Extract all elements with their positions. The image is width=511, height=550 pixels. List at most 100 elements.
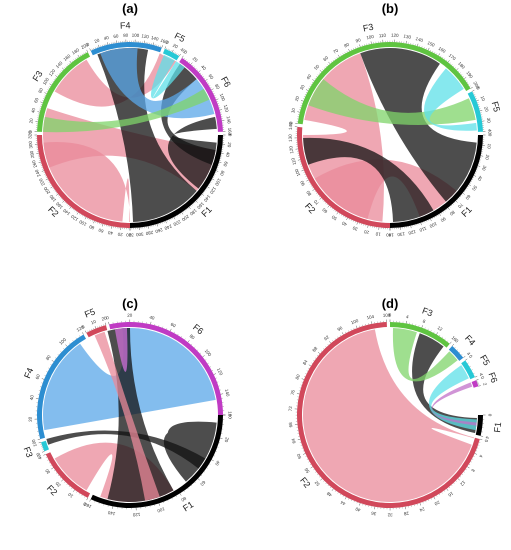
minor-tick — [470, 461, 472, 463]
tick-label: 10 — [486, 143, 492, 149]
tick-label: 140 — [415, 36, 424, 43]
minor-tick — [308, 87, 310, 89]
minor-tick — [335, 490, 337, 492]
tick-label: 40 — [107, 230, 113, 236]
minor-tick — [55, 472, 58, 474]
tick-mark — [312, 189, 315, 191]
minor-tick — [318, 196, 321, 198]
minor-tick — [333, 209, 335, 211]
tick-mark — [336, 212, 339, 215]
minor-tick — [213, 175, 215, 177]
tick-label: 0 — [227, 414, 232, 417]
minor-tick — [303, 96, 306, 98]
tick-mark — [181, 55, 184, 59]
minor-tick — [68, 63, 70, 65]
tick-label: 12 — [436, 325, 443, 332]
tick-label: 140 — [62, 208, 71, 217]
segment-f5: 0 10 20 30 40 F5 — [467, 86, 502, 135]
minor-tick — [213, 455, 215, 457]
minor-tick — [72, 340, 74, 342]
tick-label: 0 — [81, 324, 86, 330]
segment-label: F3 — [362, 22, 374, 34]
tick-label: 0 — [183, 49, 188, 55]
minor-tick — [209, 366, 211, 368]
tick-mark — [41, 170, 45, 172]
tick-label: 30 — [44, 468, 51, 475]
chords — [43, 48, 217, 222]
minor-tick — [50, 464, 52, 466]
minor-tick — [75, 211, 77, 213]
tick-label: 20 — [192, 56, 199, 63]
tick-label: 60 — [296, 453, 303, 460]
minor-tick — [46, 371, 48, 373]
tick-label: 20 — [483, 106, 489, 113]
minor-tick — [183, 211, 185, 213]
minor-tick — [205, 359, 207, 361]
tick-label: 20 — [127, 313, 133, 318]
tick-mark — [84, 216, 87, 220]
minor-tick — [473, 92, 475, 94]
minor-tick — [459, 476, 462, 478]
tick-mark — [173, 216, 176, 220]
minor-tick — [88, 218, 90, 220]
tick-label: 80 — [123, 33, 129, 38]
tick-label: 120 — [288, 145, 294, 154]
panel-a-title: (a) — [122, 1, 138, 16]
tick-label: 110 — [379, 33, 387, 39]
tick-label: 80 — [88, 224, 95, 231]
tick-mark — [480, 435, 484, 437]
tick-label: 0 — [288, 121, 293, 125]
minor-tick — [340, 493, 342, 496]
minor-tick — [176, 215, 178, 217]
tick-mark — [93, 220, 95, 224]
tick-mark — [38, 441, 42, 444]
segment-arc — [45, 452, 91, 498]
minor-tick — [211, 180, 213, 182]
minor-tick — [308, 367, 310, 369]
tick-label: 80 — [343, 42, 350, 49]
minor-tick — [212, 177, 215, 178]
tick-mark — [478, 385, 481, 387]
minor-tick — [322, 69, 324, 71]
tick-label: 220 — [38, 177, 46, 186]
segment-arc — [390, 322, 450, 348]
segment-label: F1 — [492, 421, 503, 433]
tick-mark — [164, 46, 166, 49]
tick-label: 40 — [225, 152, 231, 158]
minor-tick — [167, 48, 169, 51]
tick-label: 20 — [28, 416, 33, 422]
minor-tick — [74, 210, 76, 212]
minor-tick — [169, 49, 170, 51]
minor-tick — [311, 362, 313, 364]
tick-label: 80 — [294, 373, 301, 380]
chord-link — [412, 333, 477, 434]
minor-tick — [309, 85, 311, 87]
minor-tick — [206, 467, 208, 469]
minor-tick — [50, 185, 52, 186]
tick-label: 60 — [199, 480, 206, 487]
minor-tick — [334, 58, 336, 60]
tick-mark — [312, 79, 315, 82]
minor-tick — [313, 469, 315, 471]
minor-tick — [431, 498, 432, 500]
minor-tick — [83, 216, 85, 218]
chords — [303, 48, 477, 222]
minor-tick — [203, 471, 206, 473]
tick-mark — [61, 479, 64, 482]
tick-label: 100 — [156, 506, 165, 513]
tick-mark — [452, 343, 455, 347]
tick-label: 260 — [154, 227, 163, 234]
minor-tick — [432, 217, 433, 220]
tick-mark — [417, 43, 419, 47]
segment-arc — [37, 334, 86, 440]
minor-tick — [44, 375, 46, 376]
minor-tick — [442, 211, 444, 213]
tick-label: 0 — [468, 354, 474, 359]
minor-tick — [308, 181, 310, 183]
segment-label: F6 — [487, 371, 500, 384]
tick-mark — [211, 88, 214, 91]
tick-label: 0 — [487, 134, 492, 137]
